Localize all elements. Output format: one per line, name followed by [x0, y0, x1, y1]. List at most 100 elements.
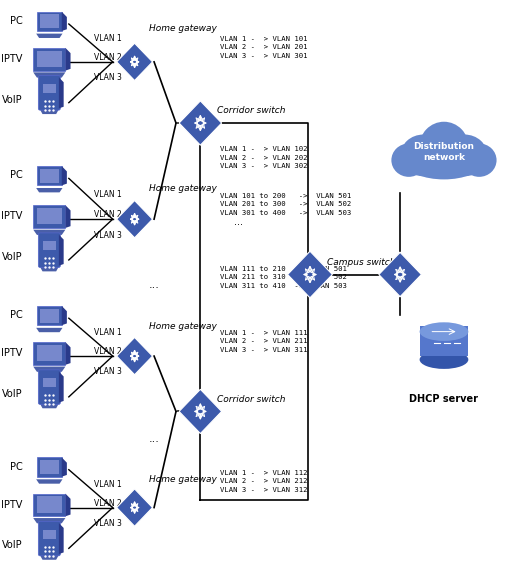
FancyBboxPatch shape — [33, 205, 66, 228]
Polygon shape — [36, 188, 62, 192]
Text: VLAN 101 to 200   ->  VLAN 501
VLAN 201 to 300   ->  VLAN 502
VLAN 301 to 400   : VLAN 101 to 200 -> VLAN 501 VLAN 201 to … — [220, 193, 351, 216]
Text: VLAN 1: VLAN 1 — [94, 190, 122, 199]
Polygon shape — [59, 235, 64, 266]
Polygon shape — [33, 230, 66, 235]
Ellipse shape — [407, 147, 481, 179]
Text: Distribution
network: Distribution network — [414, 142, 474, 162]
Polygon shape — [288, 251, 332, 298]
Text: VoIP: VoIP — [2, 95, 22, 105]
Polygon shape — [117, 489, 152, 526]
Text: VLAN 2: VLAN 2 — [94, 210, 122, 219]
FancyBboxPatch shape — [40, 15, 59, 29]
Polygon shape — [179, 101, 221, 145]
Polygon shape — [36, 328, 62, 332]
Ellipse shape — [420, 350, 468, 369]
FancyBboxPatch shape — [38, 522, 60, 556]
Text: VLAN 1 -  > VLAN 102
VLAN 2 -  > VLAN 202
VLAN 3 -  > VLAN 302: VLAN 1 - > VLAN 102 VLAN 2 - > VLAN 202 … — [220, 147, 307, 169]
Polygon shape — [33, 367, 66, 372]
FancyBboxPatch shape — [420, 326, 468, 356]
Text: Home gateway: Home gateway — [149, 322, 217, 331]
Polygon shape — [40, 555, 59, 560]
Text: VLAN 1: VLAN 1 — [94, 34, 122, 43]
Polygon shape — [40, 404, 59, 408]
Polygon shape — [33, 72, 66, 78]
Polygon shape — [40, 109, 59, 114]
Polygon shape — [117, 200, 152, 238]
Text: VLAN 1: VLAN 1 — [94, 328, 122, 337]
FancyBboxPatch shape — [37, 166, 62, 185]
Text: ...: ... — [149, 280, 160, 290]
FancyBboxPatch shape — [38, 75, 60, 110]
Text: Home gateway: Home gateway — [149, 184, 217, 193]
FancyBboxPatch shape — [43, 241, 56, 250]
FancyBboxPatch shape — [40, 169, 59, 183]
Ellipse shape — [420, 322, 468, 341]
FancyBboxPatch shape — [37, 50, 62, 67]
Polygon shape — [66, 342, 71, 365]
Ellipse shape — [462, 144, 496, 177]
Text: ...: ... — [149, 434, 160, 444]
Text: VoIP: VoIP — [2, 389, 22, 399]
Text: PC: PC — [10, 462, 22, 472]
Polygon shape — [36, 34, 62, 38]
FancyBboxPatch shape — [37, 208, 62, 224]
Text: VLAN 3: VLAN 3 — [94, 73, 122, 82]
FancyBboxPatch shape — [37, 306, 62, 325]
FancyBboxPatch shape — [40, 460, 59, 474]
Text: PC: PC — [10, 171, 22, 180]
Text: VLAN 1: VLAN 1 — [94, 479, 122, 489]
Text: VLAN 1 -  > VLAN 111
VLAN 2 -  > VLAN 211
VLAN 3 -  > VLAN 311: VLAN 1 - > VLAN 111 VLAN 2 - > VLAN 211 … — [220, 330, 307, 353]
FancyBboxPatch shape — [37, 12, 62, 31]
Polygon shape — [36, 479, 62, 484]
Ellipse shape — [442, 134, 488, 176]
Text: VLAN 3: VLAN 3 — [94, 519, 122, 528]
Text: IPTV: IPTV — [1, 54, 22, 64]
Polygon shape — [62, 306, 67, 325]
Text: Campus switch: Campus switch — [327, 258, 396, 267]
FancyBboxPatch shape — [38, 233, 60, 267]
Text: PC: PC — [10, 310, 22, 320]
Polygon shape — [66, 48, 71, 71]
Ellipse shape — [419, 121, 469, 173]
Polygon shape — [59, 371, 64, 402]
Polygon shape — [179, 390, 221, 433]
Text: VLAN 2: VLAN 2 — [94, 499, 122, 507]
Text: VLAN 2: VLAN 2 — [94, 53, 122, 62]
FancyBboxPatch shape — [43, 84, 56, 93]
Text: PC: PC — [10, 16, 22, 26]
Text: Home gateway: Home gateway — [149, 475, 217, 484]
FancyBboxPatch shape — [37, 345, 62, 361]
FancyBboxPatch shape — [33, 342, 66, 365]
Text: VLAN 111 to 210  ->  VLAN 501
VLAN 211 to 310  ->  VLAN 502
VLAN 311 to 410  -> : VLAN 111 to 210 -> VLAN 501 VLAN 211 to … — [220, 266, 347, 288]
Polygon shape — [66, 493, 71, 516]
Polygon shape — [33, 518, 66, 523]
Polygon shape — [117, 43, 152, 81]
Text: VLAN 2: VLAN 2 — [94, 347, 122, 356]
FancyBboxPatch shape — [37, 496, 62, 513]
Text: Home gateway: Home gateway — [149, 24, 217, 33]
Polygon shape — [62, 166, 67, 185]
Text: ...: ... — [235, 217, 243, 227]
FancyBboxPatch shape — [37, 457, 62, 477]
Polygon shape — [379, 252, 422, 297]
Text: VLAN 1 -  > VLAN 101
VLAN 2 -  > VLAN 201
VLAN 3 -  > VLAN 301: VLAN 1 - > VLAN 101 VLAN 2 - > VLAN 201 … — [220, 36, 307, 58]
Polygon shape — [62, 457, 67, 477]
Text: VLAN 3: VLAN 3 — [94, 367, 122, 377]
Polygon shape — [40, 266, 59, 272]
FancyBboxPatch shape — [33, 493, 66, 516]
Polygon shape — [62, 12, 67, 31]
FancyBboxPatch shape — [43, 530, 56, 538]
Text: IPTV: IPTV — [1, 211, 22, 221]
Text: Corridor switch: Corridor switch — [217, 106, 286, 116]
Text: VLAN 3: VLAN 3 — [94, 231, 122, 239]
Text: DHCP server: DHCP server — [409, 394, 479, 404]
Text: VoIP: VoIP — [2, 252, 22, 262]
FancyBboxPatch shape — [33, 48, 66, 71]
Polygon shape — [59, 77, 64, 109]
FancyBboxPatch shape — [43, 378, 56, 387]
Text: VLAN 1 -  > VLAN 112
VLAN 2 -  > VLAN 212
VLAN 3 -  > VLAN 312: VLAN 1 - > VLAN 112 VLAN 2 - > VLAN 212 … — [220, 470, 307, 493]
Ellipse shape — [391, 144, 426, 177]
Text: VoIP: VoIP — [2, 540, 22, 551]
Ellipse shape — [400, 134, 446, 176]
FancyBboxPatch shape — [38, 370, 60, 404]
